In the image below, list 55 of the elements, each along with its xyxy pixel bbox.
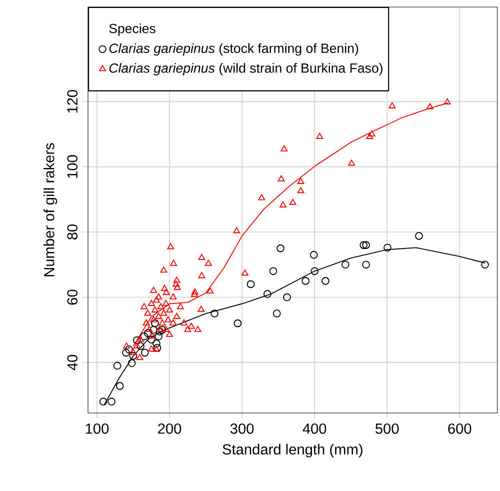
point bbox=[481, 260, 489, 269]
point bbox=[246, 280, 255, 288]
point bbox=[310, 250, 318, 259]
point bbox=[158, 326, 166, 334]
x-axis-title: Standard length (mm) bbox=[222, 444, 362, 458]
point bbox=[132, 336, 141, 344]
legend-label: Clarias gariepinus (stock farming of Benin) bbox=[109, 43, 358, 56]
x-tick-label: 600 bbox=[448, 423, 472, 434]
x-tick-label: 300 bbox=[230, 423, 254, 434]
point bbox=[384, 244, 392, 252]
point bbox=[234, 319, 242, 328]
point bbox=[99, 398, 108, 406]
point bbox=[113, 362, 122, 370]
legend-label: Clarias gariepinus (wild strain of Burkina Faso) bbox=[109, 63, 382, 76]
point bbox=[341, 260, 350, 269]
y-tick-label: 40 bbox=[67, 354, 78, 370]
point bbox=[415, 232, 423, 240]
y-tick-label: 120 bbox=[67, 90, 78, 113]
x-tick-label: 100 bbox=[86, 423, 109, 434]
point bbox=[124, 345, 133, 354]
x-tick-label: 200 bbox=[158, 423, 182, 434]
point bbox=[108, 398, 116, 406]
point bbox=[116, 382, 124, 390]
legend-title: Species bbox=[109, 23, 156, 36]
point bbox=[140, 332, 148, 340]
point bbox=[151, 319, 159, 328]
point bbox=[156, 328, 164, 336]
point bbox=[210, 310, 218, 318]
y-axis-title: Number of gill rakers bbox=[44, 143, 58, 276]
y-tick-label: 80 bbox=[67, 224, 78, 240]
point bbox=[276, 244, 284, 252]
line-series bbox=[104, 247, 486, 406]
point bbox=[272, 310, 281, 318]
point bbox=[283, 293, 291, 302]
x-tick-label: 400 bbox=[302, 423, 326, 434]
point bbox=[144, 329, 152, 338]
point bbox=[310, 267, 318, 276]
point bbox=[136, 342, 144, 350]
x-tick-label: 500 bbox=[375, 423, 399, 434]
point bbox=[150, 326, 158, 334]
point bbox=[362, 260, 370, 269]
point bbox=[322, 277, 330, 285]
point bbox=[128, 359, 136, 368]
point bbox=[122, 348, 130, 357]
point bbox=[264, 290, 272, 298]
point bbox=[152, 340, 160, 348]
point bbox=[360, 241, 368, 249]
point bbox=[147, 336, 156, 344]
y-tick-label: 100 bbox=[67, 155, 78, 178]
point bbox=[362, 241, 370, 249]
y-tick-label: 60 bbox=[67, 290, 78, 305]
point bbox=[302, 277, 310, 285]
point bbox=[140, 348, 149, 357]
point bbox=[269, 267, 278, 276]
point bbox=[154, 332, 163, 340]
